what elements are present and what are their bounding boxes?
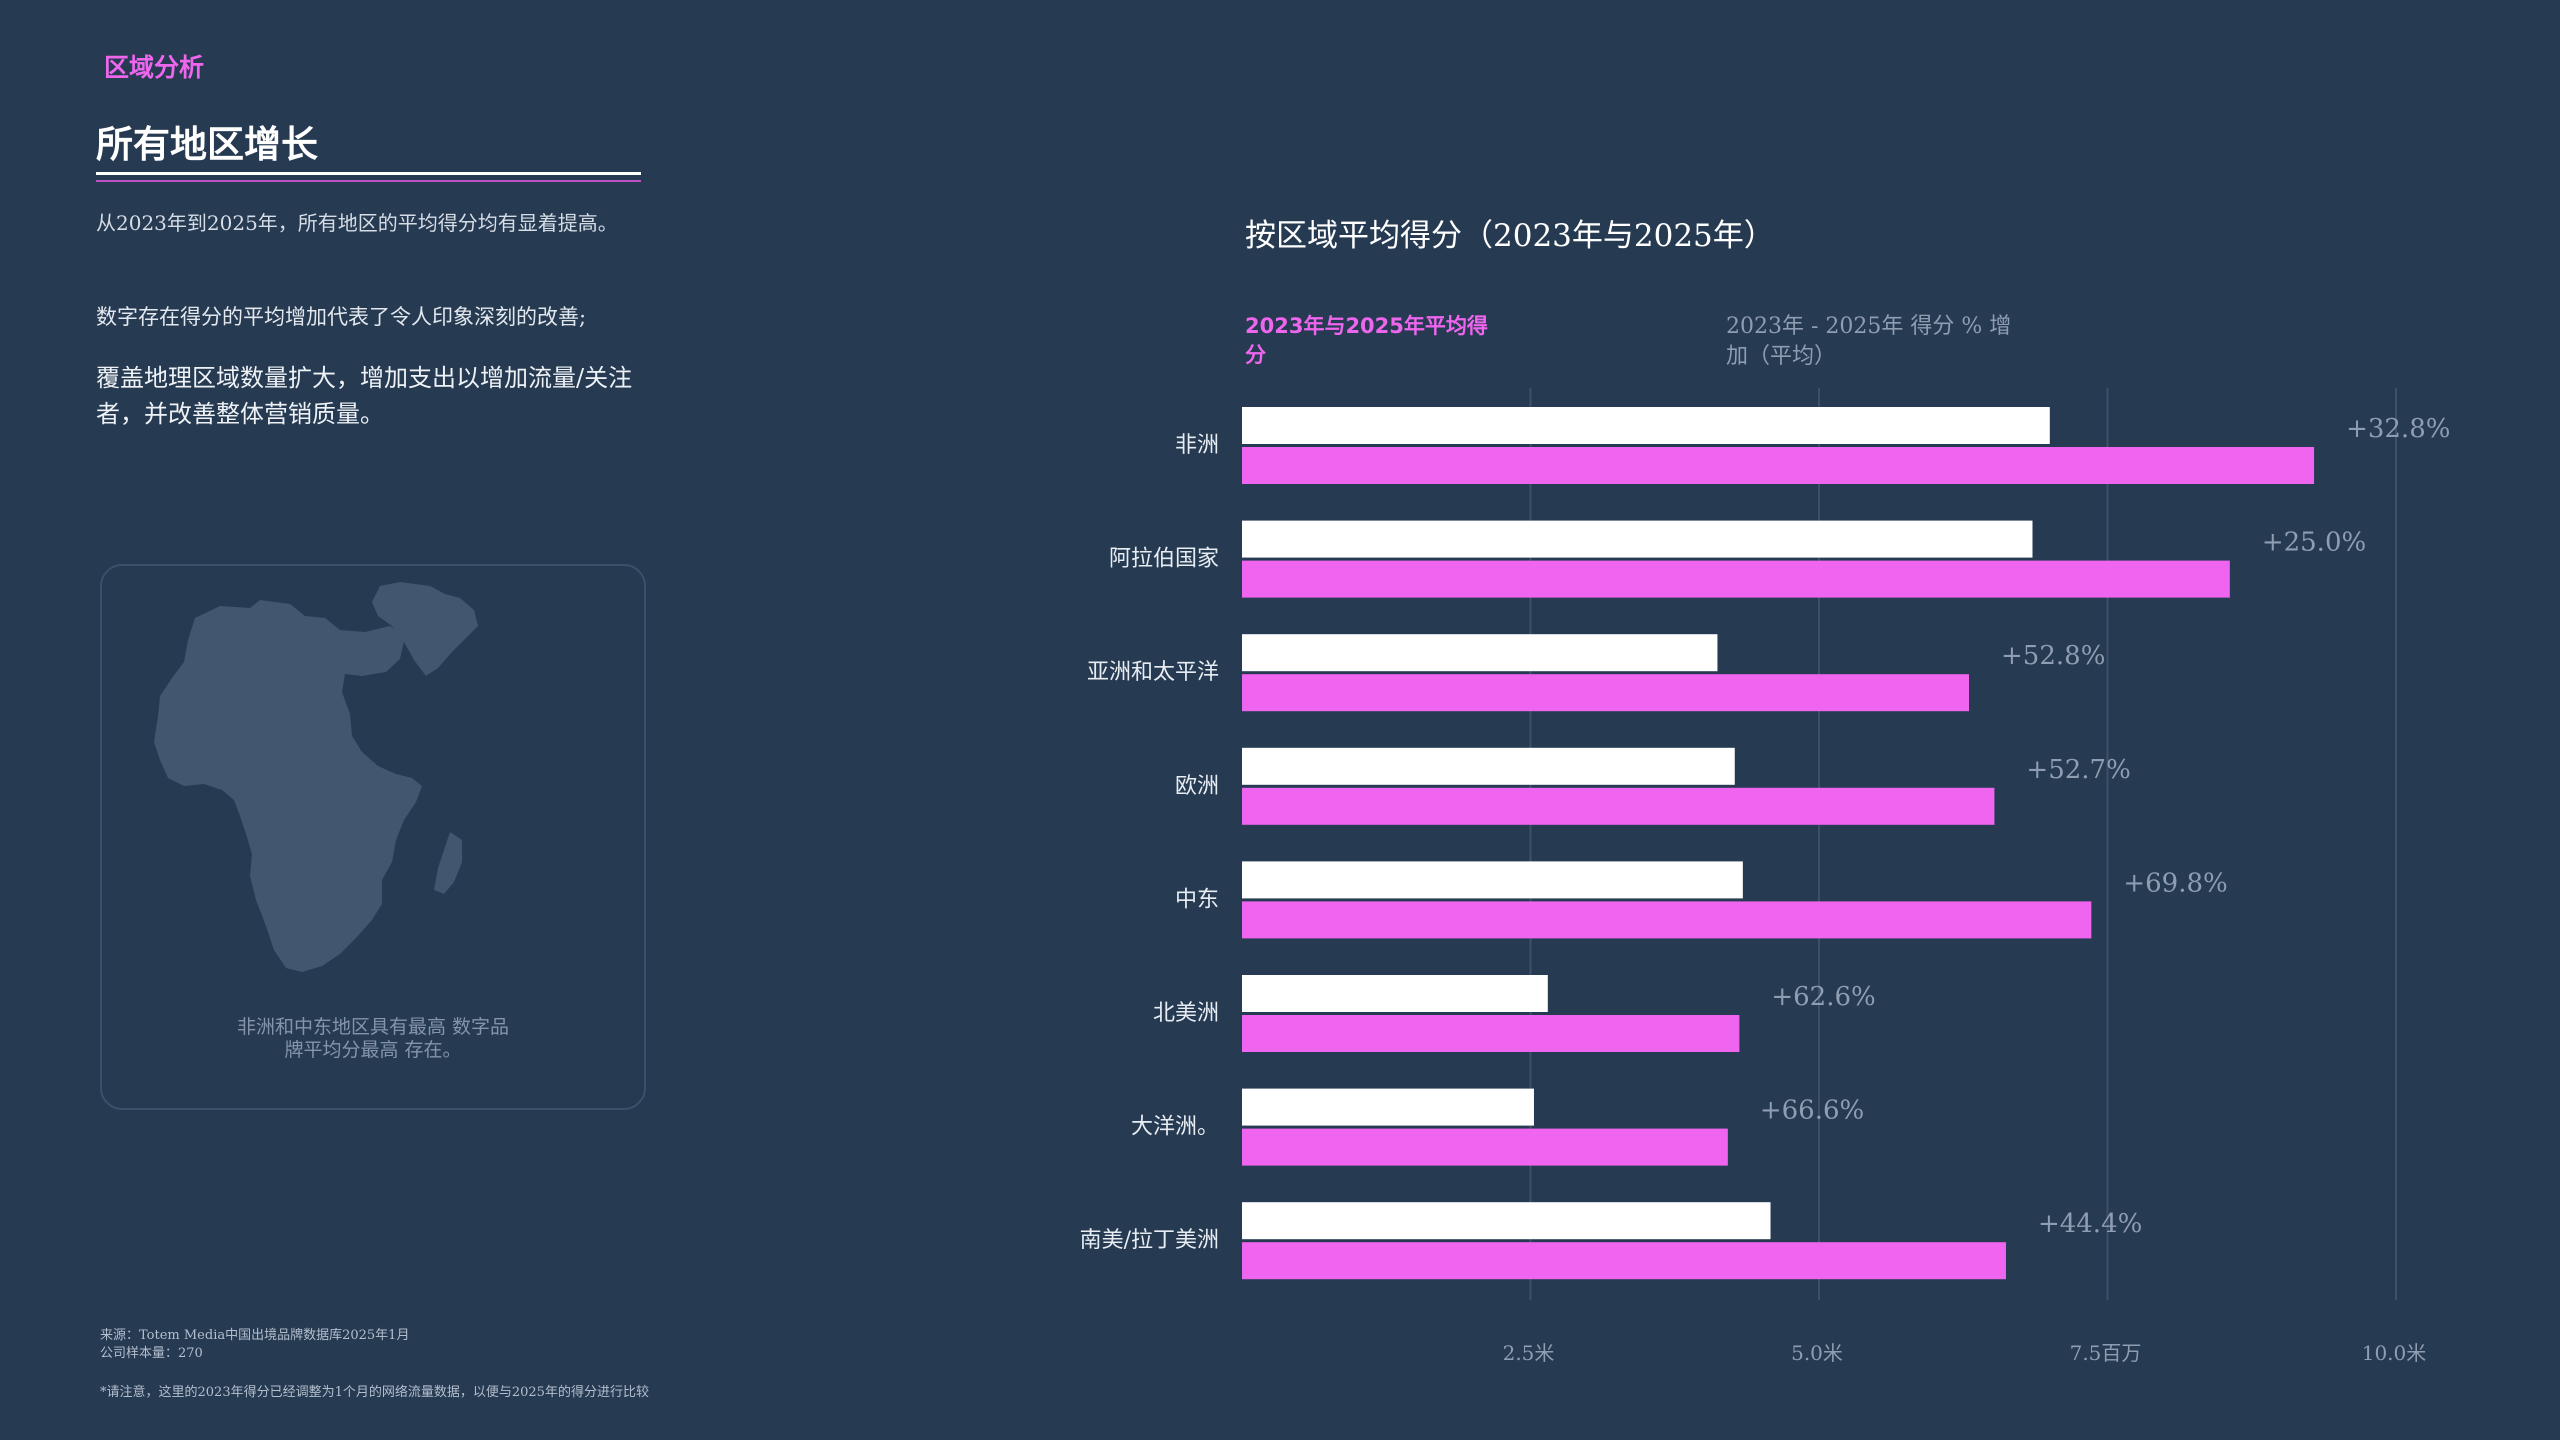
intro-paragraph-3: 覆盖地理区域数量扩大，增加支出以增加流量/关注者，并改善整体营销质量。 xyxy=(96,364,633,428)
chart-title: 按区域平均得分（2023年与2025年） xyxy=(1245,218,1775,254)
bar-2023 xyxy=(1242,1088,1534,1126)
category-label: 亚洲和太平洋 xyxy=(1087,660,1219,685)
x-tick-label: 10.0米 xyxy=(2362,1341,2427,1365)
bar-2025 xyxy=(1242,560,2230,598)
bar-2025 xyxy=(1242,1015,1740,1052)
intro-paragraph-2: 数字存在得分的平均增加代表了令人印象深刻的改善; xyxy=(96,305,587,329)
source-note: 来源：Totem Media中国出境品牌数据库2025年1月 xyxy=(100,1328,410,1343)
category-label: 中东 xyxy=(1175,887,1219,912)
bar-2025 xyxy=(1242,901,2092,939)
bar-2023 xyxy=(1242,407,2050,444)
section-eyebrow: 区域分析 xyxy=(104,53,205,82)
pct-increase-label: +44.4% xyxy=(2038,1209,2142,1239)
x-tick-label: 2.5米 xyxy=(1503,1341,1555,1365)
bar-2023 xyxy=(1242,520,2033,558)
bar-2025 xyxy=(1242,674,1970,712)
x-tick-label: 5.0米 xyxy=(1791,1341,1843,1365)
bar-2023 xyxy=(1242,975,1548,1012)
pct-increase-label: +66.6% xyxy=(1760,1096,1864,1126)
intro-paragraph-1: 从2023年到2025年，所有地区的平均得分均有显着提高。 xyxy=(96,211,618,235)
pct-increase-label: +52.7% xyxy=(2026,755,2130,785)
bar-2023 xyxy=(1242,747,1735,785)
category-label: 大洋洲。 xyxy=(1131,1115,1219,1140)
bar-2023 xyxy=(1242,634,1718,672)
bar-2025 xyxy=(1242,1128,1728,1166)
category-label: 欧洲 xyxy=(1175,774,1219,799)
africa-middle-east-map-icon xyxy=(154,582,478,972)
map-card xyxy=(100,564,646,1110)
title-underline-accent xyxy=(96,180,641,182)
pct-increase-label: +25.0% xyxy=(2262,528,2366,558)
category-label: 阿拉伯国家 xyxy=(1109,547,1219,572)
page-title: 所有地区增长 xyxy=(96,123,318,166)
bar-2023 xyxy=(1242,1202,1771,1240)
map-caption: 非洲和中东地区具有最高 数字品牌平均分最高 存在。 xyxy=(236,1016,510,1061)
category-label: 非洲 xyxy=(1175,433,1219,458)
adjustment-note: *请注意，这里的2023年得分已经调整为1个月的网络流量数据，以便与2025年的… xyxy=(100,1385,649,1400)
legend-secondary: 2023年 - 2025年 得分 % 增加（平均） xyxy=(1726,314,2012,369)
category-label: 北美洲 xyxy=(1153,1001,1219,1026)
bar-2025 xyxy=(1242,1242,2006,1280)
title-underline xyxy=(96,172,641,175)
category-label: 南美/拉丁美洲 xyxy=(1080,1228,1219,1253)
bar-2025 xyxy=(1242,787,1995,825)
x-tick-label: 7.5百万 xyxy=(2070,1341,2142,1365)
pct-increase-label: +32.8% xyxy=(2346,414,2450,444)
sample-size-note: 公司样本量：270 xyxy=(100,1346,203,1361)
pct-increase-label: +69.8% xyxy=(2123,868,2227,898)
bar-2025 xyxy=(1242,447,2315,484)
bar-2023 xyxy=(1242,861,1743,899)
pct-increase-label: +62.6% xyxy=(1771,982,1875,1012)
pct-increase-label: +52.8% xyxy=(2001,641,2105,671)
legend-primary: 2023年与2025年平均得分 xyxy=(1245,314,1488,367)
